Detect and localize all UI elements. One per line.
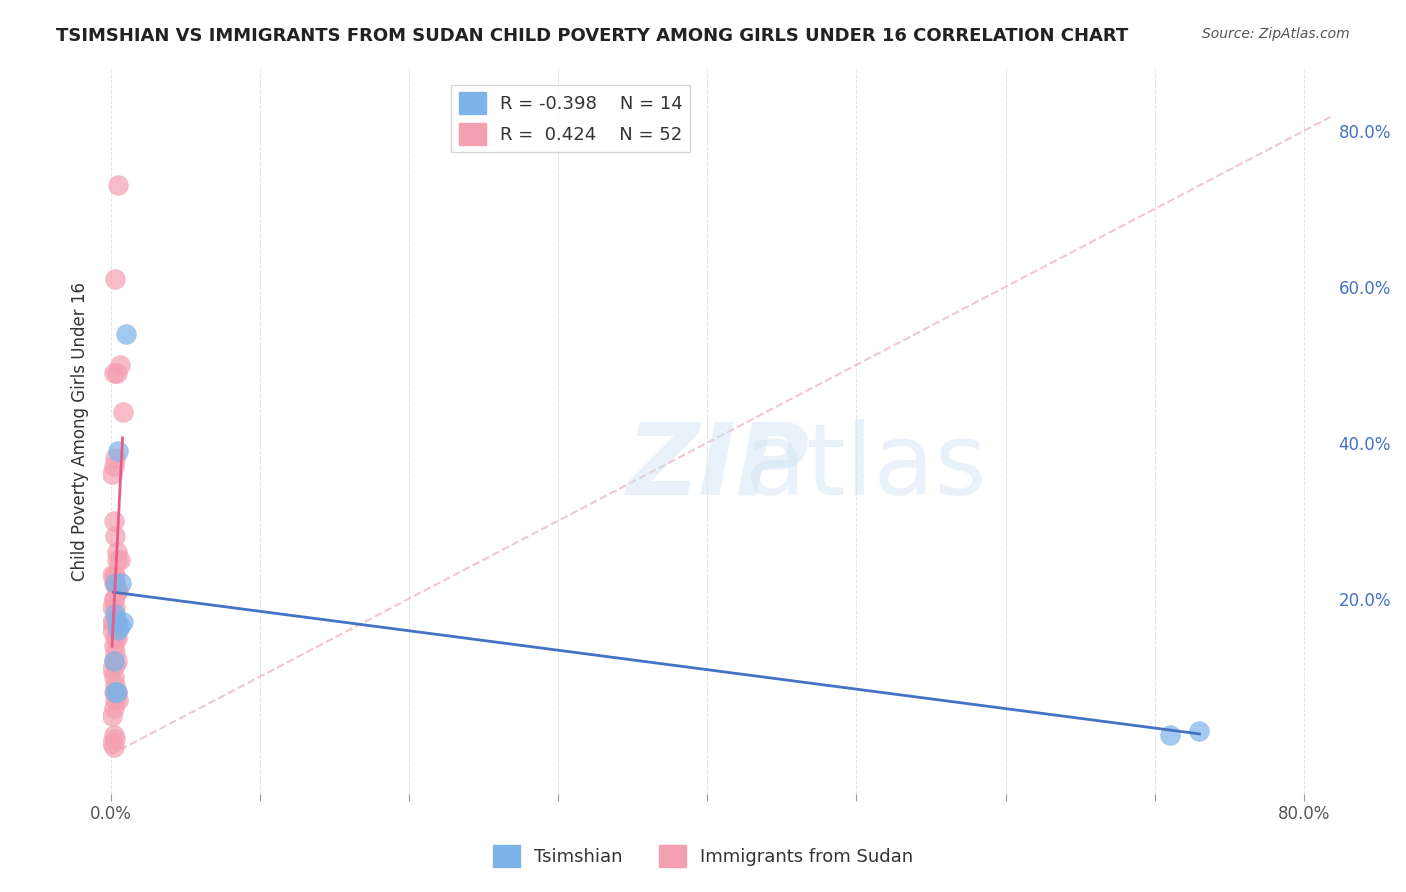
Point [103,591,125,606]
Point [107,623,129,637]
Point [104,677,127,691]
Point [103,615,125,629]
Point [103,739,125,754]
Point [108,358,131,372]
Point [103,654,125,668]
Point [103,670,125,684]
Point [103,576,125,591]
Point [104,576,127,591]
Point [104,685,127,699]
Point [104,529,127,543]
Legend: Tsimshian, Immigrants from Sudan: Tsimshian, Immigrants from Sudan [485,838,921,874]
Point [107,583,129,598]
Point [104,732,127,747]
Point [105,619,128,633]
Point [108,553,131,567]
Legend: R = -0.398    N = 14, R =  0.424    N = 52: R = -0.398 N = 14, R = 0.424 N = 52 [451,85,690,153]
Point [1159,728,1181,742]
Point [104,576,127,591]
Point [103,591,125,606]
Point [111,404,134,418]
Point [105,583,128,598]
Point [103,701,125,715]
Point [103,639,125,653]
Point [111,615,134,629]
Point [103,728,125,742]
Point [105,631,128,645]
Y-axis label: Child Poverty Among Girls Under 16: Child Poverty Among Girls Under 16 [72,282,89,581]
Point [101,467,124,481]
Text: TSIMSHIAN VS IMMIGRANTS FROM SUDAN CHILD POVERTY AMONG GIRLS UNDER 16 CORRELATIO: TSIMSHIAN VS IMMIGRANTS FROM SUDAN CHILD… [56,27,1129,45]
Text: Source: ZipAtlas.com: Source: ZipAtlas.com [1202,27,1350,41]
Point [104,272,127,286]
Point [103,685,125,699]
Point [101,568,124,582]
Point [104,615,127,629]
Point [104,607,127,622]
Point [108,619,131,633]
Point [105,553,128,567]
Point [101,708,124,723]
Point [105,615,128,629]
Point [103,366,125,380]
Point [105,685,128,699]
Point [101,599,124,614]
Point [104,615,127,629]
Point [1188,724,1211,739]
Point [104,658,127,673]
Point [101,736,124,750]
Point [105,654,128,668]
Text: ZIP: ZIP [627,419,810,516]
Point [105,366,128,380]
Point [104,568,127,582]
Point [101,662,124,676]
Text: atlas: atlas [745,419,987,516]
Point [104,599,127,614]
Point [107,443,129,458]
Point [104,693,127,707]
Point [101,615,124,629]
Point [103,654,125,668]
Point [103,568,125,582]
Point [104,576,127,591]
Point [114,326,136,341]
Point [104,646,127,660]
Point [110,576,132,591]
Point [103,514,125,528]
Point [107,693,129,707]
Point [103,459,125,474]
Point [107,178,129,193]
Point [104,631,127,645]
Point [105,685,128,699]
Point [104,451,127,466]
Point [105,545,128,559]
Point [101,623,124,637]
